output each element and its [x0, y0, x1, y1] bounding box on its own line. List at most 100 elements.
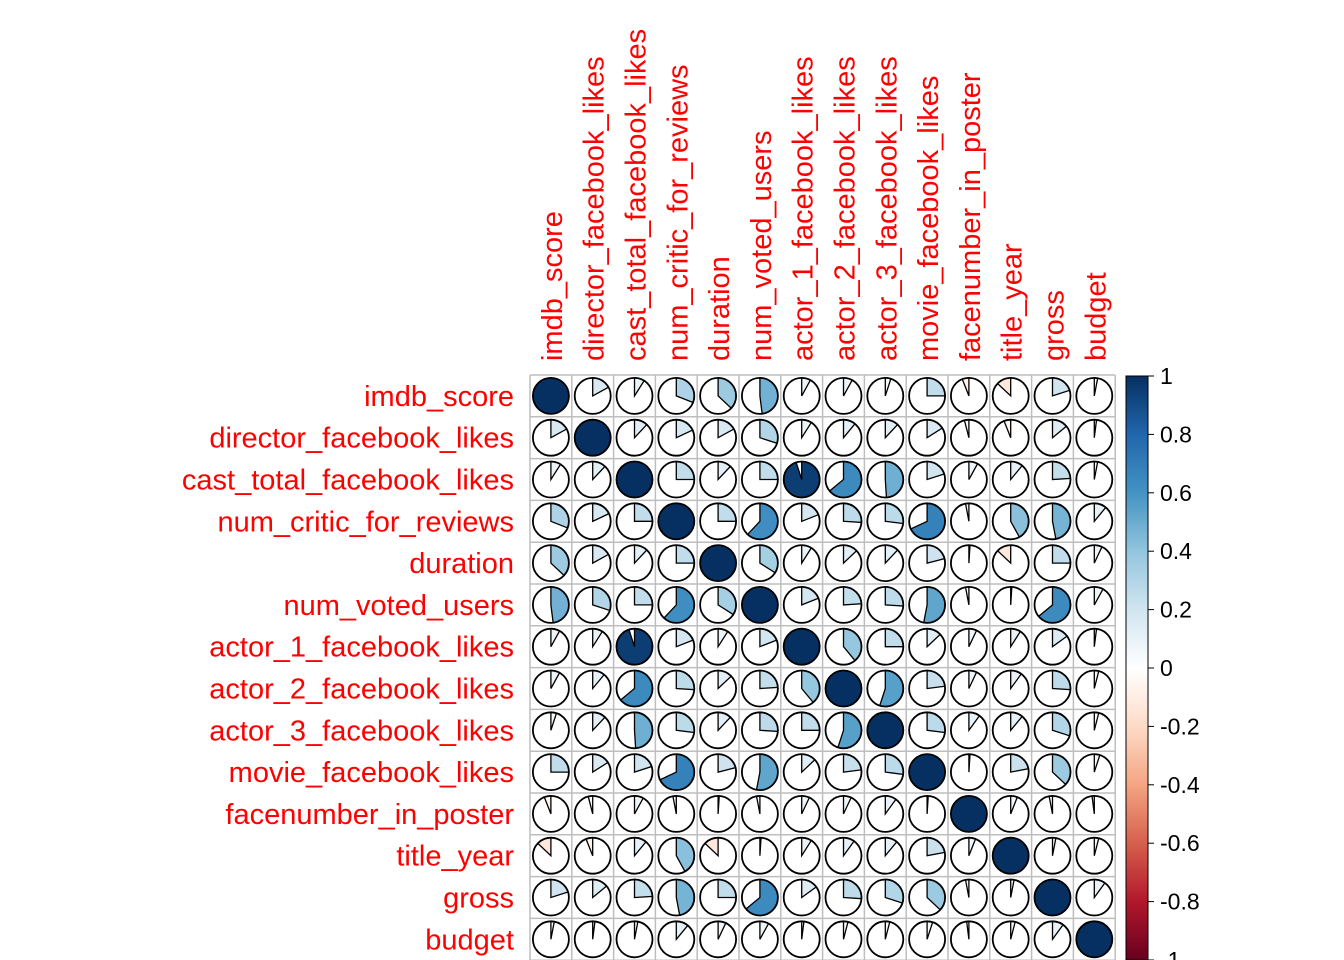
- pie-cell-title_year-cast_total_facebook_likes: [615, 836, 654, 875]
- pie-wedge: [922, 586, 946, 624]
- pie-cell-actor_1_facebook_likes-gross: [1033, 627, 1072, 666]
- pie-outline: [908, 878, 946, 917]
- pie-outline: [950, 502, 988, 541]
- pie-cell-actor_1_facebook_likes-num_critic_for_reviews: [657, 627, 696, 666]
- pie-outline: [532, 544, 570, 582]
- pie-outline: [741, 753, 779, 791]
- pie-cell-movie_facebook_likes-facenumber_in_poster: [950, 753, 988, 791]
- pie-fill: [1034, 879, 1071, 916]
- pie-cell-facenumber_in_poster-num_critic_for_reviews: [657, 795, 696, 833]
- pie-outline: [950, 795, 988, 833]
- pie-cell-gross-imdb_score: [532, 878, 570, 917]
- pie-cell-actor_1_facebook_likes-imdb_score: [532, 627, 570, 666]
- pie-cell-title_year-facenumber_in_poster: [950, 836, 988, 875]
- pie-cell-facenumber_in_poster-budget: [1075, 795, 1114, 833]
- pie-cell-cast_total_facebook_likes-budget: [1075, 460, 1114, 499]
- pie-cell-num_critic_for_reviews-actor_1_facebook_likes: [782, 502, 821, 541]
- pie-cell-budget-facenumber_in_poster: [950, 920, 988, 959]
- pie-cell-director_facebook_likes-movie_facebook_likes: [908, 418, 946, 457]
- pie-outline: [866, 878, 905, 917]
- pie-cell-title_year-director_facebook_likes: [573, 836, 612, 875]
- pie-cell-facenumber_in_poster-cast_total_facebook_likes: [615, 795, 654, 833]
- pie-outline: [615, 418, 654, 457]
- pie-outline: [657, 627, 696, 666]
- colorbar-tick-label: 0.6: [1160, 480, 1192, 506]
- pie-cell-director_facebook_likes-num_critic_for_reviews: [657, 418, 696, 457]
- pie-outline: [866, 669, 905, 708]
- pie-outline: [866, 753, 905, 791]
- pie-cell-num_voted_users-budget: [1075, 586, 1114, 624]
- pie-outline: [908, 711, 946, 750]
- pie-cell-movie_facebook_likes-actor_3_facebook_likes: [866, 753, 905, 791]
- pie-wedge: [585, 837, 594, 856]
- pie-outline: [824, 627, 863, 666]
- column-labels: imdb_score director_facebook_likes cast_to…: [537, 29, 1112, 361]
- pie-cell-cast_total_facebook_likes-num_critic_for_reviews: [657, 460, 696, 499]
- pie-wedge: [968, 628, 978, 647]
- pie-cell-num_critic_for_reviews-actor_3_facebook_likes: [866, 502, 905, 541]
- pie-cell-actor_2_facebook_likes-budget: [1075, 669, 1114, 708]
- pie-cell-title_year-actor_1_facebook_likes: [782, 836, 821, 875]
- pie-cell-title_year-imdb_score: [532, 836, 570, 875]
- column-label-budget: budget: [1080, 272, 1112, 361]
- pie-wedge: [717, 669, 733, 691]
- pie-fill: [532, 377, 569, 414]
- pie-outline: [824, 836, 863, 875]
- pie-outline: [532, 586, 570, 624]
- pie-cell-title_year-movie_facebook_likes: [908, 836, 946, 875]
- pie-outline: [1075, 669, 1114, 708]
- pie-wedge: [1051, 837, 1057, 856]
- pie-outline: [908, 418, 946, 457]
- pie-cell-title_year-title_year: [991, 836, 1030, 875]
- pie-outline: [950, 418, 988, 457]
- pie-outline: [573, 586, 612, 624]
- pie-cell-facenumber_in_poster-movie_facebook_likes: [908, 795, 946, 833]
- pie-wedge: [926, 628, 942, 649]
- pie-cells: [532, 376, 1114, 959]
- pie-cell-num_voted_users-gross: [1033, 586, 1072, 624]
- pie-outline: [782, 878, 821, 917]
- pie-cell-cast_total_facebook_likes-actor_2_facebook_likes: [824, 460, 863, 499]
- pie-cell-num_voted_users-title_year: [991, 586, 1030, 624]
- pie-outline: [908, 795, 946, 833]
- pie-wedge: [996, 377, 1012, 398]
- pie-outline: [657, 753, 696, 791]
- pie-cell-facenumber_in_poster-facenumber_in_poster: [950, 795, 988, 833]
- pie-outline: [573, 836, 612, 875]
- pie-outline: [657, 376, 696, 415]
- pie-outline: [908, 460, 946, 499]
- pie-wedge: [1051, 502, 1072, 540]
- pie-cell-movie_facebook_likes-num_voted_users: [741, 753, 779, 791]
- pie-cell-actor_1_facebook_likes-num_voted_users: [741, 627, 779, 666]
- pie-wedge: [759, 920, 770, 940]
- pie-outline: [615, 460, 654, 499]
- pie-outline: [991, 920, 1030, 959]
- column-label-title_year: title_year: [997, 243, 1029, 361]
- pie-cell-num_voted_users-facenumber_in_poster: [950, 586, 988, 624]
- pie-cell-budget-cast_total_facebook_likes: [615, 920, 654, 959]
- pie-cell-facenumber_in_poster-imdb_score: [532, 795, 570, 833]
- pie-outline: [824, 460, 863, 499]
- pie-cell-num_critic_for_reviews-budget: [1075, 502, 1114, 541]
- row-label-gross: gross: [443, 883, 514, 915]
- pie-outline: [573, 795, 612, 833]
- pie-cell-actor_2_facebook_likes-facenumber_in_poster: [950, 669, 988, 708]
- pie-outline: [741, 920, 779, 959]
- pie-cell-actor_3_facebook_likes-actor_3_facebook_likes: [866, 711, 905, 750]
- pie-wedge: [801, 377, 812, 397]
- pie-wedge: [842, 795, 853, 815]
- pie-outline: [1033, 376, 1072, 415]
- pie-outline: [699, 711, 737, 750]
- pie-outline: [866, 460, 905, 499]
- pie-wedge: [550, 586, 570, 624]
- pie-cell-title_year-gross: [1033, 836, 1072, 875]
- pie-cell-director_facebook_likes-actor_2_facebook_likes: [824, 418, 863, 457]
- pie-cell-director_facebook_likes-facenumber_in_poster: [950, 418, 988, 457]
- pie-outline: [657, 878, 696, 917]
- pie-fill: [741, 586, 778, 623]
- pie-fill: [783, 628, 820, 665]
- pie-cell-movie_facebook_likes-cast_total_facebook_likes: [615, 753, 654, 791]
- pie-cell-actor_3_facebook_likes-movie_facebook_likes: [908, 711, 946, 750]
- colorbar-tick-label: -0.6: [1160, 830, 1200, 856]
- row-label-actor_3_facebook_likes: actor_3_facebook_likes: [209, 715, 514, 747]
